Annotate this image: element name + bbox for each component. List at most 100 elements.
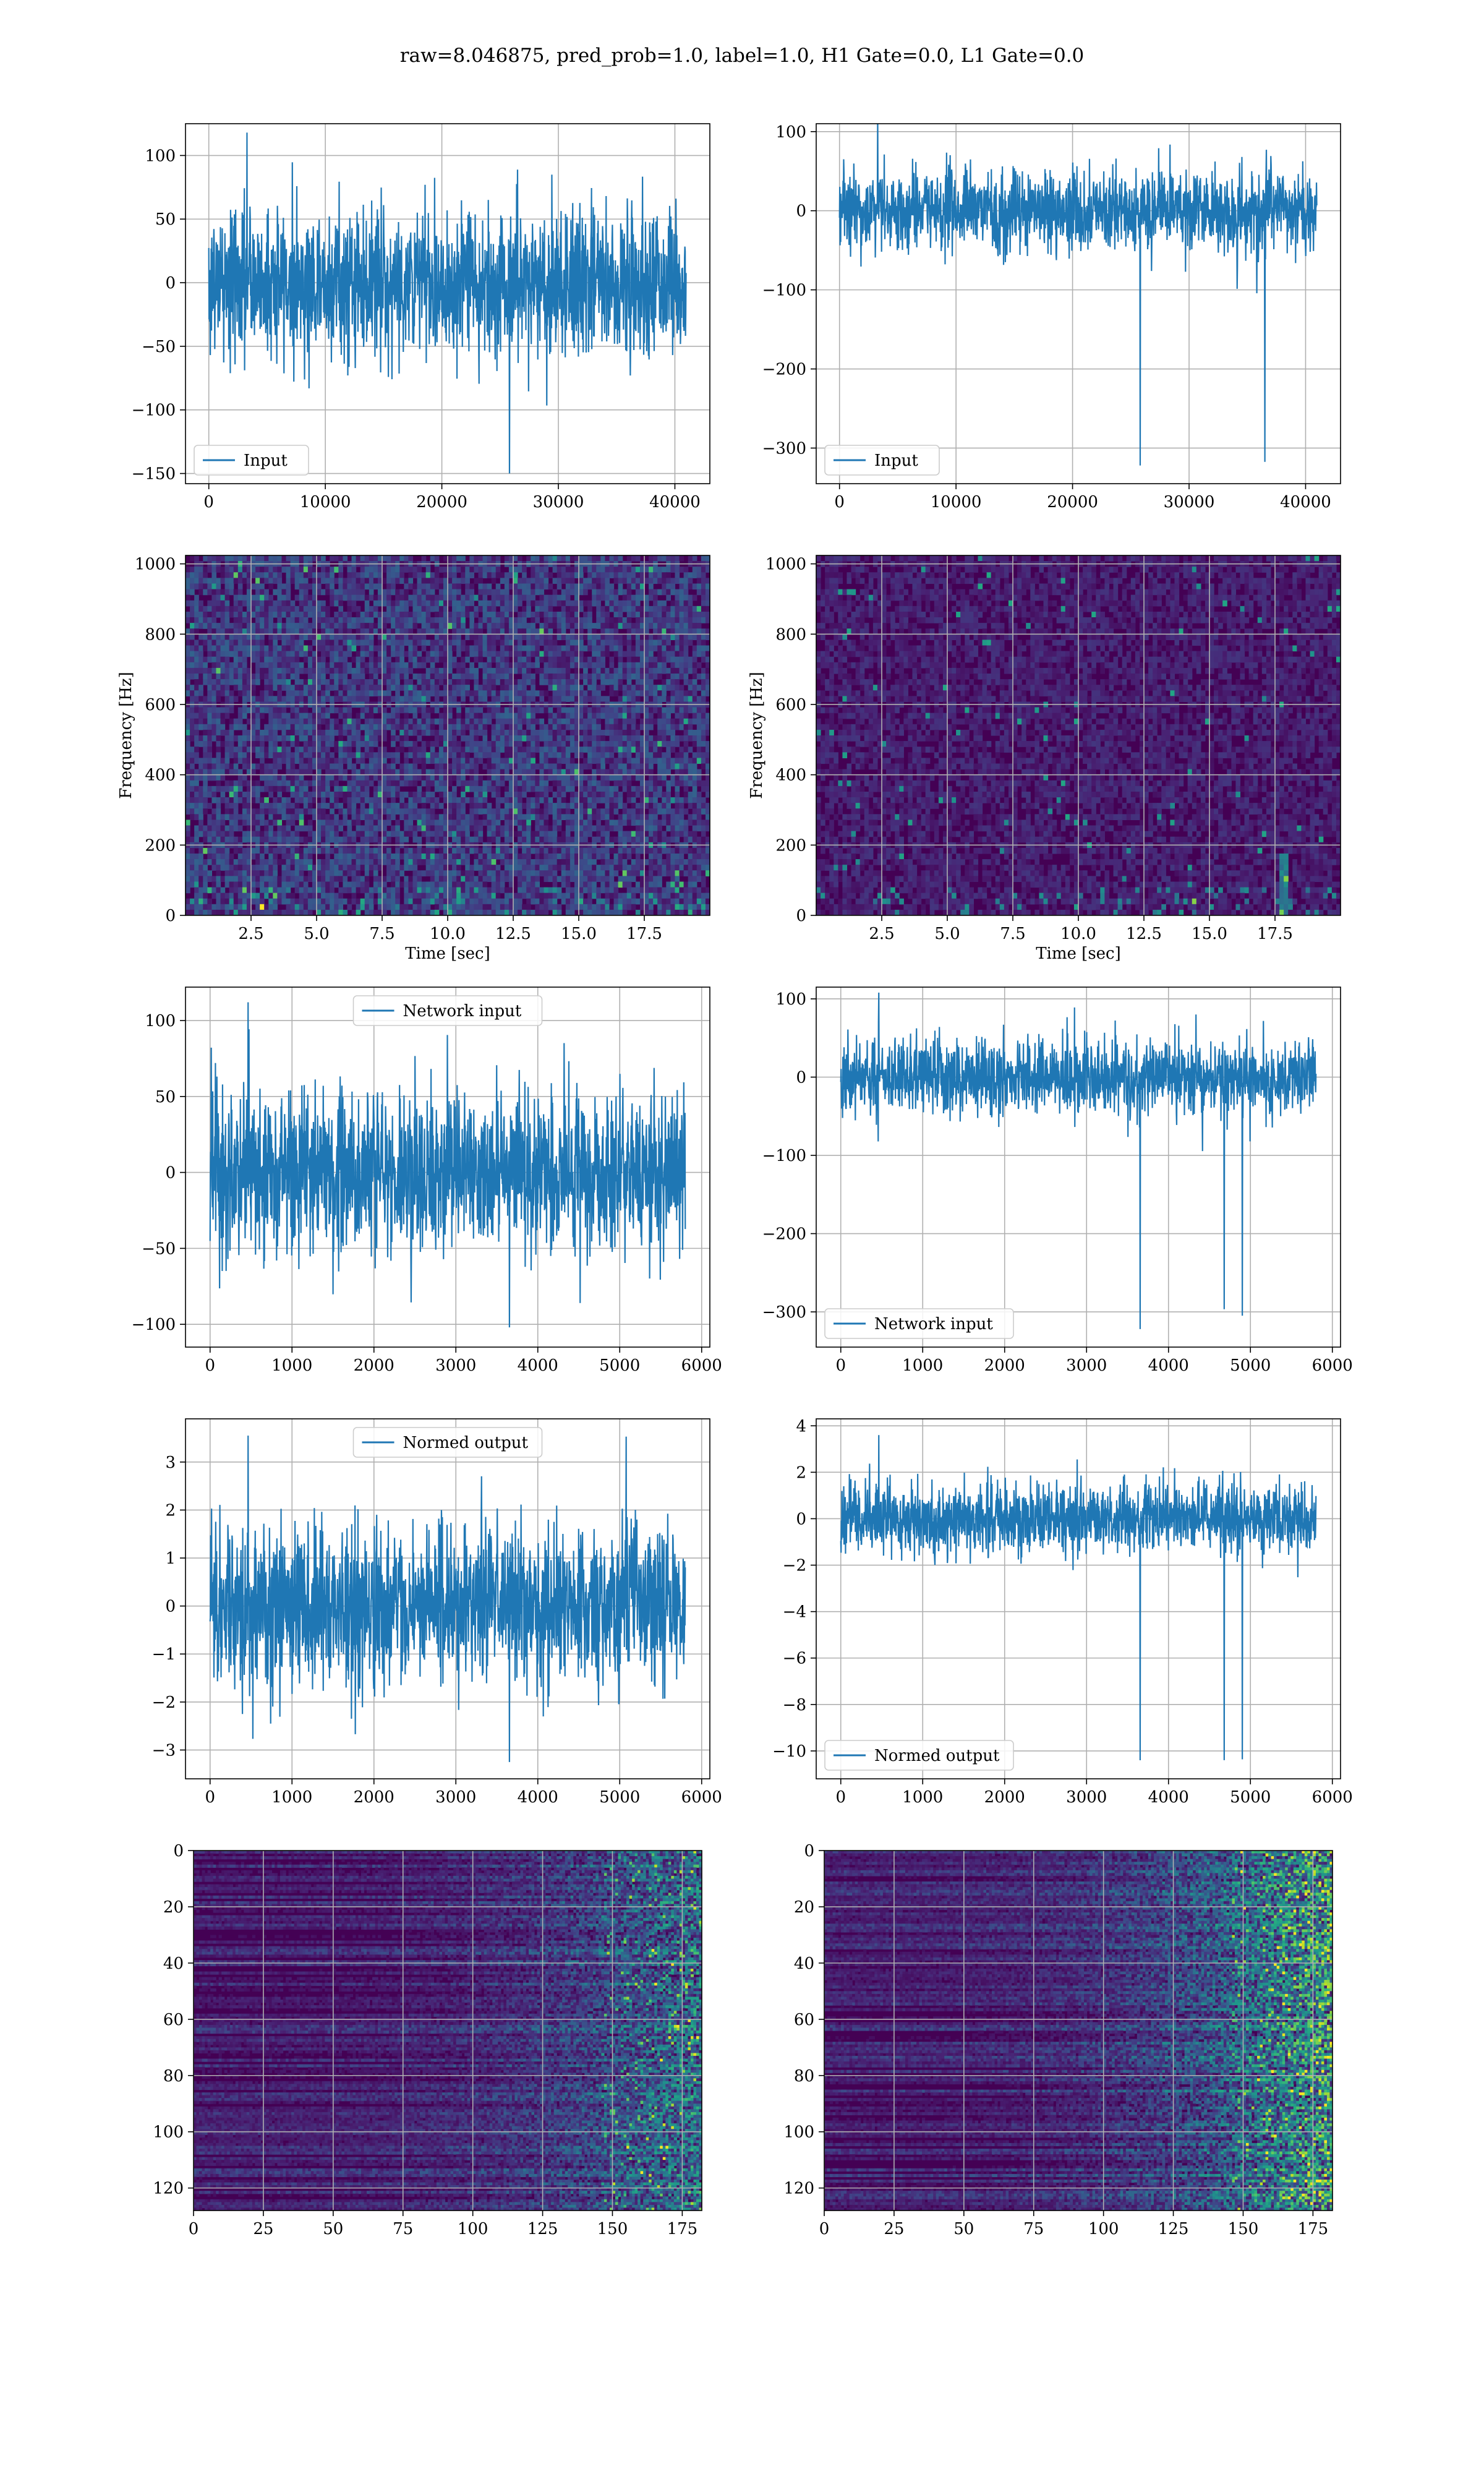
x-tick-label: 0 (189, 2220, 199, 2238)
axes-frame (185, 1418, 710, 1779)
legend-label: Input (874, 452, 918, 470)
x-tick-label: 12.5 (1126, 925, 1162, 943)
x-tick-label: 10.0 (430, 925, 466, 943)
grid (824, 1851, 1333, 2211)
plot-area (816, 124, 1341, 484)
y-axis: −100 −50 0 50 100 (132, 1012, 186, 1334)
y-tick-label: −300 (762, 439, 806, 458)
x-tick-label: 40000 (1280, 493, 1331, 511)
legend-label: Input (244, 452, 288, 470)
y-tick-label: 0 (165, 1164, 176, 1183)
y-tick-label: 120 (783, 2180, 814, 2198)
y-tick-label: 1000 (765, 555, 806, 574)
y-tick-label: −50 (142, 1239, 176, 1258)
x-axis: 2.5 5.0 7.5 10.0 12.5 15.0 17.5 (238, 915, 662, 943)
y-axis: −10 −8 −6 −4 −2 0 2 4 (772, 1417, 816, 1761)
x-tick-label: 2000 (354, 1788, 394, 1807)
grid (816, 1419, 1341, 1779)
plot-area (816, 555, 1341, 915)
x-tick-label: 4000 (1148, 1356, 1189, 1375)
y-tick-label: 0 (796, 1069, 806, 1087)
legend-label: Normed output (874, 1747, 1000, 1765)
y-tick-label: 100 (153, 2123, 184, 2142)
x-axis-label: Time [sec] (1036, 944, 1121, 963)
x-tick-label: 1000 (271, 1356, 312, 1375)
x-tick-label: 5000 (1230, 1356, 1271, 1375)
y-tick-label: 200 (775, 836, 806, 855)
x-axis: 0 10000 20000 30000 40000 (834, 484, 1331, 511)
heatmap-cells (186, 555, 710, 915)
y-tick-label: 20 (163, 1898, 184, 1917)
legend: Normed output (352, 1427, 543, 1458)
legend: Network input (352, 995, 543, 1026)
heatmap-cells (824, 1851, 1333, 2211)
y-tick-label: −200 (762, 1225, 806, 1244)
subplot-spectrogram-l1: 2.5 5.0 7.5 10.0 12.5 15.0 17.5 0 200 400 600 800 10… (748, 555, 1341, 963)
y-tick-label: −1 (152, 1645, 176, 1664)
axes-frame (193, 1850, 702, 2211)
heatmap-cells (194, 1851, 702, 2211)
x-tick-label: 175 (667, 2220, 698, 2238)
series-line (209, 1002, 686, 1328)
x-tick-label: 75 (393, 2220, 413, 2238)
y-tick-label: 200 (145, 836, 176, 855)
y-tick-label: 3 (165, 1453, 176, 1472)
x-tick-label: 2000 (984, 1356, 1025, 1375)
subplot-input-h1: 0 10000 20000 30000 40000 −150 −100 −50 0 50 100 In… (132, 123, 710, 511)
y-tick-label: −100 (762, 281, 806, 300)
series-line (208, 132, 687, 474)
x-tick-label: 0 (834, 493, 845, 511)
y-tick-label: −6 (783, 1650, 806, 1668)
y-tick-label: 0 (796, 907, 806, 925)
axes-frame (816, 1418, 1341, 1779)
legend-label: Network input (874, 1315, 993, 1333)
x-tick-label: 5.0 (934, 925, 960, 943)
y-tick-label: 40 (794, 1954, 814, 1973)
y-tick-label: 800 (145, 625, 176, 644)
x-tick-label: 3000 (435, 1788, 476, 1807)
subplot-network-input-h1: 0 1000 2000 3000 4000 5000 6000 −100 −50 0 50 100 Ne… (132, 987, 722, 1375)
plot-area (194, 1851, 702, 2211)
x-tick-label: 7.5 (369, 925, 394, 943)
plot-area (186, 1419, 710, 1779)
x-tick-label: 10000 (300, 493, 351, 511)
legend: Input (194, 445, 309, 476)
y-tick-label: −200 (762, 361, 806, 379)
x-tick-label: 3000 (1066, 1788, 1107, 1807)
x-axis-label: Time [sec] (405, 944, 490, 963)
x-tick-label: 5000 (599, 1356, 640, 1375)
y-axis: 0 200 400 600 800 1000 (765, 555, 816, 925)
y-tick-label: 40 (163, 1954, 184, 1973)
x-tick-label: 25 (253, 2220, 273, 2238)
series-line (209, 1436, 686, 1762)
x-tick-label: 0 (205, 1356, 215, 1375)
x-tick-label: 6000 (681, 1356, 722, 1375)
x-tick-label: 75 (1023, 2220, 1044, 2238)
x-axis: 0 1000 2000 3000 4000 5000 6000 (835, 1779, 1353, 1807)
y-tick-label: −100 (132, 401, 176, 420)
series-line (838, 124, 1318, 466)
subplot-normed-output-l1: 0 1000 2000 3000 4000 5000 6000 −10 −8 −6 −4 −2 0 2 4 N… (772, 1417, 1353, 1807)
x-tick-label: 3000 (435, 1356, 476, 1375)
x-axis: 2.5 5.0 7.5 10.0 12.5 15.0 17.5 (869, 915, 1293, 943)
x-tick-label: 25 (884, 2220, 904, 2238)
y-tick-label: −2 (783, 1557, 806, 1575)
x-tick-label: 0 (203, 493, 214, 511)
x-tick-label: 5000 (1230, 1788, 1271, 1807)
x-tick-label: 150 (1228, 2220, 1259, 2238)
plot-area (816, 987, 1341, 1347)
x-tick-label: 1000 (902, 1788, 943, 1807)
y-tick-label: 100 (145, 1012, 176, 1030)
axes-frame (824, 1850, 1333, 2211)
x-tick-label: 0 (819, 2220, 830, 2238)
y-axis-label: Frequency [Hz] (117, 672, 135, 799)
figure-title: raw=8.046875, pred_prob=1.0, label=1.0, … (400, 45, 1085, 67)
legend-label: Normed output (403, 1434, 529, 1452)
y-tick-label: 0 (173, 1842, 184, 1860)
x-tick-label: 6000 (681, 1788, 722, 1807)
y-tick-label: −300 (762, 1303, 806, 1322)
plot-area (824, 1851, 1333, 2211)
y-tick-label: 2 (165, 1501, 176, 1520)
x-tick-label: 30000 (533, 493, 584, 511)
y-tick-label: 120 (153, 2180, 184, 2198)
